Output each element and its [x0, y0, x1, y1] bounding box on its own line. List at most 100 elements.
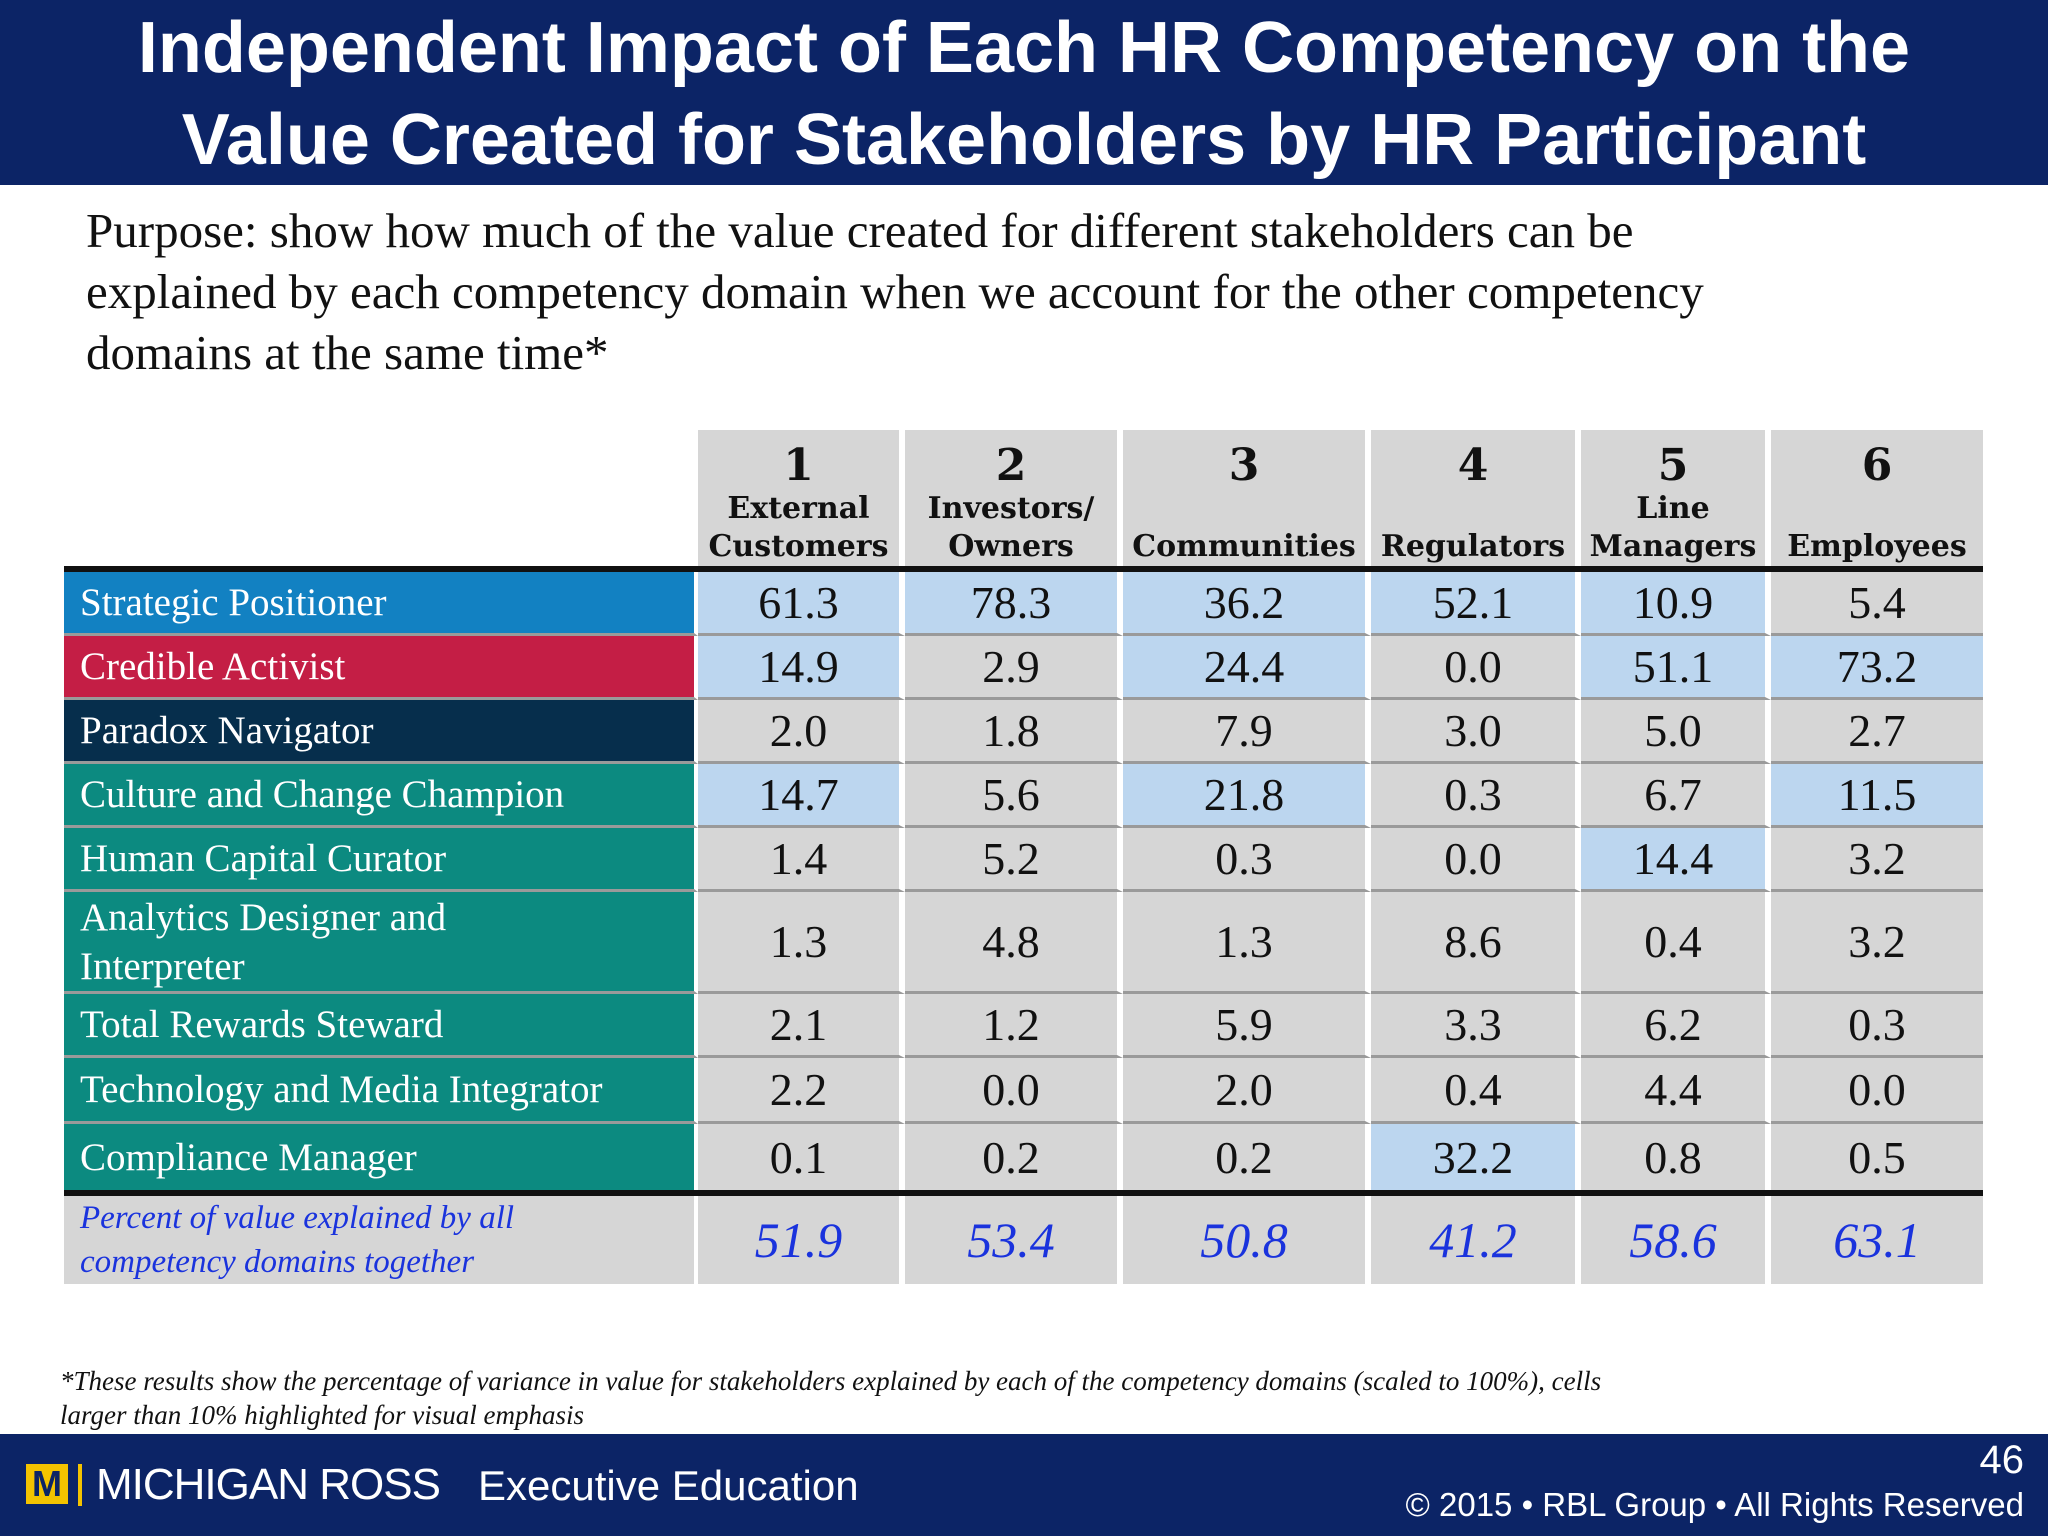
total-cell: 51.9: [698, 1196, 905, 1284]
total-label: Percent of value explained by all compete…: [64, 1196, 698, 1284]
row-label: Human Capital Curator: [64, 828, 698, 892]
col-label: Communities: [1132, 529, 1356, 564]
col-label: Employees: [1787, 529, 1967, 564]
row-label: Culture and Change Champion: [64, 764, 698, 828]
value-cell: 32.2: [1371, 1124, 1581, 1190]
col-label: [1123, 490, 1365, 528]
value-cell: 14.4: [1581, 828, 1771, 892]
value-cell: 52.1: [1371, 572, 1581, 636]
value-cell: 2.2: [698, 1058, 905, 1124]
col-header-6: 6 Employees: [1771, 430, 1983, 566]
table-row: Human Capital Curator 1.4 5.2 0.3 0.0 14…: [64, 828, 1983, 892]
col-number: 3: [1228, 440, 1260, 491]
value-cell: 3.0: [1371, 700, 1581, 764]
value-cell: 7.9: [1123, 700, 1371, 764]
value-cell: 3.2: [1771, 828, 1983, 892]
header-blank: [64, 430, 698, 566]
purpose-line-3: domains at the same time*: [86, 325, 609, 380]
value-cell: 0.0: [1371, 828, 1581, 892]
col-label: [1771, 490, 1983, 528]
total-cell: 41.2: [1371, 1196, 1581, 1284]
page-number: 46: [1979, 1438, 2025, 1482]
purpose-line-2: explained by each competency domain when…: [86, 264, 1704, 319]
table-row: Technology and Media Integrator 2.2 0.0 …: [64, 1058, 1983, 1124]
value-cell: 2.9: [905, 636, 1123, 700]
value-cell: 14.9: [698, 636, 905, 700]
value-cell: 0.4: [1371, 1058, 1581, 1124]
col-label: Customers: [708, 529, 889, 564]
value-cell: 0.0: [1771, 1058, 1983, 1124]
value-cell: 0.1: [698, 1124, 905, 1190]
table-row: Compliance Manager 0.1 0.2 0.2 32.2 0.8 …: [64, 1124, 1983, 1190]
value-cell: 0.8: [1581, 1124, 1771, 1190]
total-label-line-2: competency domains together: [80, 1244, 475, 1280]
value-cell: 51.1: [1581, 636, 1771, 700]
col-header-3: 3 Communities: [1123, 430, 1371, 566]
value-cell: 5.0: [1581, 700, 1771, 764]
header-row: 1 External Customers 2 Investors/Owners 3 C…: [64, 430, 1983, 566]
value-cell: 1.3: [698, 892, 905, 994]
value-cell: 3.2: [1771, 892, 1983, 994]
col-number: 1: [783, 440, 814, 491]
value-cell: 21.8: [1123, 764, 1371, 828]
value-cell: 6.7: [1581, 764, 1771, 828]
row-label: Paradox Navigator: [64, 700, 698, 764]
value-cell: 4.4: [1581, 1058, 1771, 1124]
row-label: Credible Activist: [64, 636, 698, 700]
competency-table: 1 External Customers 2 Investors/Owners 3 C…: [64, 430, 1983, 1284]
value-cell: 14.7: [698, 764, 905, 828]
value-cell: 3.3: [1371, 994, 1581, 1058]
total-cell: 58.6: [1581, 1196, 1771, 1284]
table-row: Culture and Change Champion 14.7 5.6 21.…: [64, 764, 1983, 828]
total-cell: 63.1: [1771, 1196, 1983, 1284]
value-cell: 61.3: [698, 572, 905, 636]
total-row: Percent of value explained by all compete…: [64, 1196, 1983, 1284]
table-row: Credible Activist 14.9 2.9 24.4 0.0 51.1…: [64, 636, 1983, 700]
value-cell: 0.3: [1123, 828, 1371, 892]
value-cell: 2.7: [1771, 700, 1983, 764]
col-label: Line: [1636, 491, 1710, 526]
col-number: 6: [1861, 440, 1893, 491]
footnote: *These results show the percentage of va…: [60, 1364, 1960, 1432]
col-label: Managers: [1589, 529, 1757, 564]
value-cell: 73.2: [1771, 636, 1983, 700]
footnote-line-1: *These results show the percentage of va…: [60, 1366, 1602, 1396]
purpose-line-1: Purpose: show how much of the value crea…: [86, 203, 1634, 258]
total-label-line-1: Percent of value explained by all: [80, 1200, 515, 1236]
row-label: Strategic Positioner: [64, 572, 698, 636]
value-cell: 1.4: [698, 828, 905, 892]
total-separator: [64, 1190, 1983, 1196]
table-row: Analytics Designer and Interpreter 1.3 4.…: [64, 892, 1983, 994]
value-cell: 2.0: [1123, 1058, 1371, 1124]
value-cell: 5.6: [905, 764, 1123, 828]
value-cell: 36.2: [1123, 572, 1371, 636]
header-separator: [64, 566, 1983, 572]
row-label-line-2: Interpreter: [80, 944, 245, 988]
col-label: [1371, 490, 1575, 528]
value-cell: 24.4: [1123, 636, 1371, 700]
col-header-5: 5 Line Managers: [1581, 430, 1771, 566]
value-cell: 0.0: [1371, 636, 1581, 700]
col-header-2: 2 Investors/Owners: [905, 430, 1123, 566]
value-cell: 5.2: [905, 828, 1123, 892]
value-cell: 0.2: [1123, 1124, 1371, 1190]
value-cell: 0.0: [905, 1058, 1123, 1124]
footer-bar: M MICHIGAN ROSS Executive Education 46 ©…: [0, 1434, 2048, 1536]
value-cell: 6.2: [1581, 994, 1771, 1058]
value-cell: 0.5: [1771, 1124, 1983, 1190]
col-label: External: [727, 491, 870, 526]
col-label: Investors/: [927, 491, 1095, 526]
value-cell: 1.8: [905, 700, 1123, 764]
michigan-m-logo-icon: M: [26, 1464, 68, 1504]
logo-divider: [78, 1464, 82, 1506]
value-cell: 10.9: [1581, 572, 1771, 636]
col-header-1: 1 External Customers: [698, 430, 905, 566]
total-cell: 50.8: [1123, 1196, 1371, 1284]
executive-education-label: Executive Education: [478, 1462, 859, 1509]
michigan-ross-logo-text: MICHIGAN ROSS: [96, 1460, 441, 1509]
col-number: 4: [1457, 440, 1489, 491]
footnote-line-2: larger than 10% highlighted for visual e…: [60, 1400, 584, 1430]
value-cell: 2.1: [698, 994, 905, 1058]
row-label: Compliance Manager: [64, 1124, 698, 1190]
table-row: Total Rewards Steward 2.1 1.2 5.9 3.3 6.…: [64, 994, 1983, 1058]
